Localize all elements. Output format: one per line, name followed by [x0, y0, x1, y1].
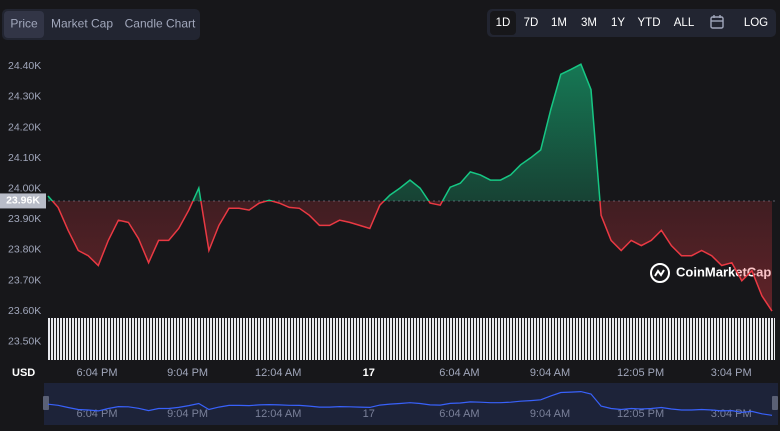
- log-button[interactable]: LOG: [744, 17, 768, 29]
- x-tick-label: 3:04 PM: [711, 367, 752, 379]
- navigator-tick-label: 17: [363, 408, 375, 420]
- navigator-line: [47, 390, 773, 416]
- navigator-handle[interactable]: [772, 396, 778, 410]
- navigator-tick-label: 9:04 PM: [167, 408, 208, 420]
- navigator-tick-label: 12:05 PM: [617, 408, 664, 420]
- currency-label: USD: [12, 367, 35, 379]
- calendar-icon[interactable]: [710, 15, 724, 29]
- y-tick-label: 23.70K: [8, 274, 41, 286]
- tab[interactable]: Candle Chart: [125, 17, 196, 31]
- y-tick-label: 24.30K: [8, 91, 41, 103]
- y-tick-label: 24.40K: [8, 60, 41, 72]
- y-tick-label: 23.60K: [8, 305, 41, 317]
- navigator-handle[interactable]: [43, 396, 49, 410]
- price-line-up: [47, 63, 601, 201]
- x-tick-label: 12:05 PM: [617, 367, 664, 379]
- tab-group: [2, 9, 200, 40]
- y-tick-label: 23.90K: [8, 213, 41, 225]
- tab[interactable]: Market Cap: [51, 17, 113, 31]
- navigator: [44, 383, 778, 425]
- x-tick-label: 6:04 AM: [439, 367, 479, 379]
- volume-bars: [48, 318, 775, 360]
- area-up: [48, 64, 772, 201]
- navigator-tick-label: 3:04 PM: [711, 408, 752, 420]
- range-button[interactable]: 3M: [581, 17, 597, 29]
- range-group: [487, 9, 776, 37]
- y-tick-label: 24.10K: [8, 152, 41, 164]
- range-button[interactable]: 1M: [551, 17, 567, 29]
- y-tick-label: 24.20K: [8, 121, 41, 133]
- y-tick-label: 23.80K: [8, 244, 41, 256]
- range-button[interactable]: 7D: [524, 17, 539, 29]
- y-tick-label: 24.00K: [8, 182, 41, 194]
- range-button[interactable]: 1D: [496, 17, 511, 29]
- x-tick-label: 9:04 AM: [530, 367, 570, 379]
- navigator-tick-label: 6:04 PM: [77, 408, 118, 420]
- x-tick-label: 6:04 PM: [77, 367, 118, 379]
- tab-active-bg: [4, 11, 44, 38]
- navigator-tick-label: 12:04 AM: [255, 408, 301, 420]
- range-button[interactable]: ALL: [674, 17, 695, 29]
- range-button[interactable]: YTD: [638, 17, 661, 29]
- x-tick-label: 12:04 AM: [255, 367, 301, 379]
- price-line-down: [51, 200, 773, 312]
- range-active-bg: [490, 11, 516, 35]
- navigator-tick-label: 6:04 AM: [439, 408, 479, 420]
- x-tick-label: 17: [363, 367, 375, 379]
- x-tick-label: 9:04 PM: [167, 367, 208, 379]
- range-button[interactable]: 1Y: [611, 17, 625, 29]
- watermark-logo: [650, 263, 670, 283]
- navigator-tick-label: 9:04 AM: [530, 408, 570, 420]
- tab[interactable]: Price: [10, 17, 38, 31]
- y-tick-label: 23.50K: [8, 335, 41, 347]
- price-label-bg: [0, 193, 46, 209]
- price-label: 23.96K: [6, 195, 40, 207]
- area-down: [52, 200, 772, 312]
